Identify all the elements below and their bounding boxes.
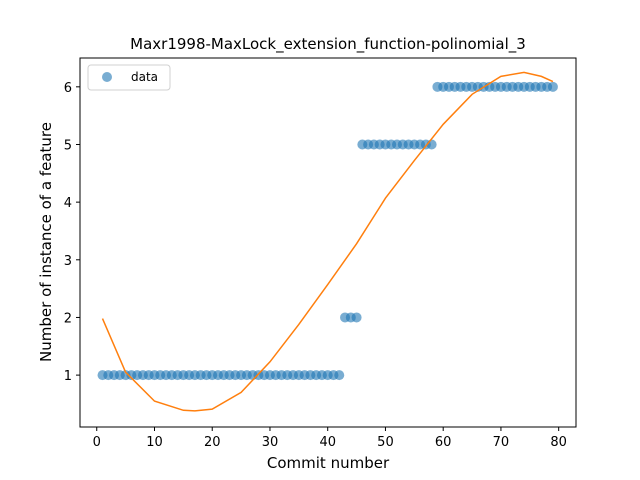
legend-marker-data (102, 72, 112, 82)
x-tick-label: 20 (204, 435, 221, 450)
x-tick-label: 40 (319, 435, 336, 450)
y-tick-label: 5 (64, 138, 72, 153)
chart-title: Maxr1998-MaxLock_extension_function-poli… (130, 35, 526, 54)
data-point (426, 139, 437, 150)
x-tick-label: 70 (493, 435, 510, 450)
x-tick-label: 60 (435, 435, 452, 450)
y-tick-label: 4 (64, 196, 72, 211)
x-tick-label: 0 (93, 435, 101, 450)
x-tick-label: 30 (262, 435, 279, 450)
fit-curve (101, 71, 554, 412)
data-point (547, 81, 558, 92)
x-axis-label: Commit number (267, 454, 390, 472)
y-tick-label: 1 (64, 369, 72, 384)
x-tick-label: 80 (550, 435, 567, 450)
data-point (334, 370, 345, 381)
y-tick-label: 3 (64, 254, 72, 269)
data-point (351, 312, 362, 323)
y-axis-label: Number of instance of a feature (37, 122, 55, 362)
legend: data (87, 64, 171, 91)
y-axis: 1 2 3 4 5 6 (64, 81, 80, 384)
x-axis: 0 10 20 30 40 50 60 70 80 (93, 427, 567, 450)
legend-label-data: data (131, 70, 158, 84)
plot-area (97, 71, 558, 412)
legend-box (87, 64, 171, 91)
y-tick-label: 6 (64, 81, 72, 96)
x-tick-label: 50 (377, 435, 394, 450)
y-tick-label: 2 (64, 311, 72, 326)
x-tick-label: 10 (146, 435, 163, 450)
